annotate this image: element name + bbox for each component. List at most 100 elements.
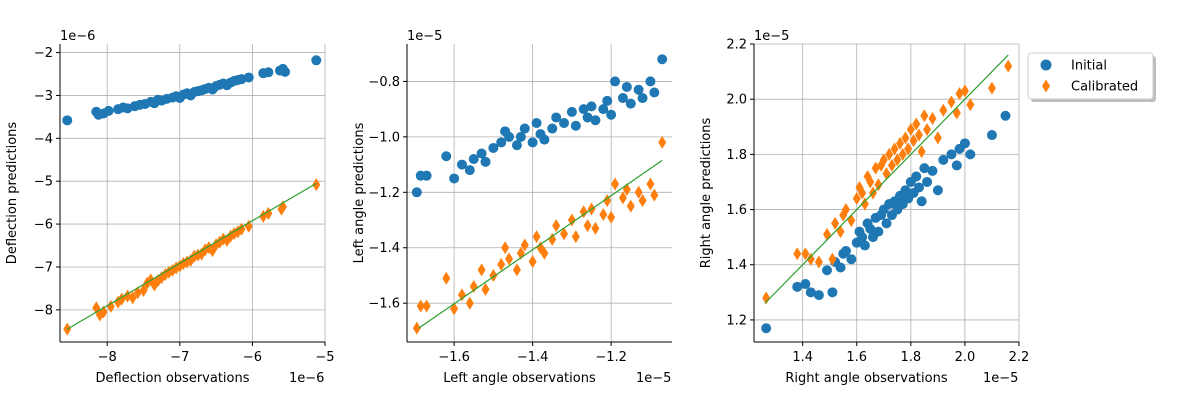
initial-point — [610, 76, 621, 87]
x-tick-label: −1.4 — [517, 350, 549, 365]
calibrated-point — [806, 252, 815, 266]
y-offset-label: 1e−5 — [754, 29, 789, 44]
calibrated-point — [893, 153, 902, 167]
calibrated-point — [885, 147, 894, 161]
x-offset-label: 1e−6 — [289, 371, 324, 386]
initial-point — [633, 84, 644, 95]
x-tick-label: 1.6 — [846, 350, 867, 365]
calibrated-point — [896, 136, 905, 150]
y-tick-label: 2.2 — [726, 38, 747, 53]
calibrated-point — [607, 210, 616, 224]
initial-point — [496, 137, 507, 148]
calibrated-point — [828, 252, 837, 266]
calibrated-point — [960, 84, 969, 98]
calibrated-point — [139, 284, 148, 298]
panel-left-angle: Left angle observations Left angle predi… — [352, 29, 672, 386]
calibrated-point — [898, 147, 907, 161]
initial-point — [881, 218, 892, 229]
initial-point — [900, 185, 911, 196]
calibrated-point — [650, 188, 659, 202]
initial-point — [570, 120, 581, 131]
calibrated-point — [583, 219, 592, 233]
initial-point — [792, 281, 803, 292]
x-tick-label: 1.8 — [900, 350, 921, 365]
initial-point — [846, 254, 857, 265]
calibrated-point — [866, 175, 875, 189]
x-tick-label: −8 — [98, 350, 117, 365]
calibrated-point — [966, 98, 975, 112]
y-tick-label: −7 — [34, 260, 53, 275]
initial-point — [913, 182, 924, 193]
initial-point — [480, 156, 491, 167]
calibrated-point — [987, 81, 996, 95]
initial-point — [551, 112, 562, 123]
x-tick-label: −1.2 — [595, 350, 627, 365]
initial-point — [827, 287, 838, 298]
fit-line — [66, 182, 317, 330]
y-offset-label: 1e−5 — [407, 29, 442, 44]
x-axis-label: Right angle observations — [785, 371, 947, 386]
y-tick-label: −1.0 — [368, 130, 400, 145]
calibrated-point — [481, 282, 490, 296]
calibrated-point — [312, 178, 321, 192]
initial-point — [280, 66, 291, 77]
initial-point — [657, 54, 668, 65]
initial-point — [468, 154, 479, 165]
y-offset-label: 1e−6 — [60, 29, 95, 44]
initial-point — [527, 137, 538, 148]
initial-point — [637, 93, 648, 104]
calibrated-point — [571, 230, 580, 244]
initial-point — [621, 81, 632, 92]
legend-frame — [1027, 52, 1154, 100]
initial-point — [946, 149, 957, 160]
y-tick-label: −1.6 — [368, 297, 400, 312]
calibrated-point — [457, 288, 466, 302]
x-offset-label: 1e−5 — [983, 371, 1018, 386]
initial-point — [103, 105, 114, 116]
calibrated-point — [887, 158, 896, 172]
fit-line — [418, 159, 663, 329]
initial-point — [515, 131, 526, 142]
calibrated-point — [123, 289, 132, 303]
y-tick-label: −1.4 — [368, 241, 400, 256]
calibrated-point — [858, 186, 867, 200]
calibrated-point — [906, 123, 915, 137]
legend-label-initial: Initial — [1071, 59, 1107, 74]
calibrated-point — [611, 177, 620, 191]
calibrated-point — [814, 255, 823, 269]
legend-marker-calibrated — [1042, 79, 1050, 93]
y-tick-label: −5 — [34, 175, 53, 190]
x-tick-label: −7 — [170, 350, 189, 365]
calibrated-point — [874, 178, 883, 192]
calibrated-point — [528, 255, 537, 269]
initial-point — [625, 98, 636, 109]
calibrated-point — [540, 246, 549, 260]
calibrated-point — [928, 112, 937, 125]
y-tick-label: −1.2 — [368, 186, 400, 201]
initial-point — [598, 104, 609, 115]
calibrated-point — [469, 280, 478, 294]
calibrated-point — [793, 247, 802, 261]
initial-point — [602, 95, 613, 106]
calibrated-point — [442, 271, 451, 285]
initial-point — [911, 171, 922, 182]
calibrated-point — [505, 252, 514, 266]
initial-point — [857, 232, 868, 243]
calibrated-point — [920, 109, 929, 123]
y-tick-label: 1.4 — [726, 258, 747, 273]
initial-point — [504, 131, 515, 142]
initial-point — [800, 279, 811, 290]
initial-point — [932, 185, 943, 196]
calibrated-point — [497, 257, 506, 271]
initial-point — [531, 118, 542, 129]
x-tick-label: −5 — [315, 350, 334, 365]
calibrated-point — [912, 117, 921, 131]
initial-point — [865, 223, 876, 234]
calibrated-point — [801, 247, 810, 261]
initial-point — [938, 154, 949, 165]
x-tick-label: −6 — [243, 350, 262, 365]
calibrated-point — [618, 191, 627, 205]
calibrated-point — [599, 207, 608, 221]
initial-point — [805, 287, 816, 298]
